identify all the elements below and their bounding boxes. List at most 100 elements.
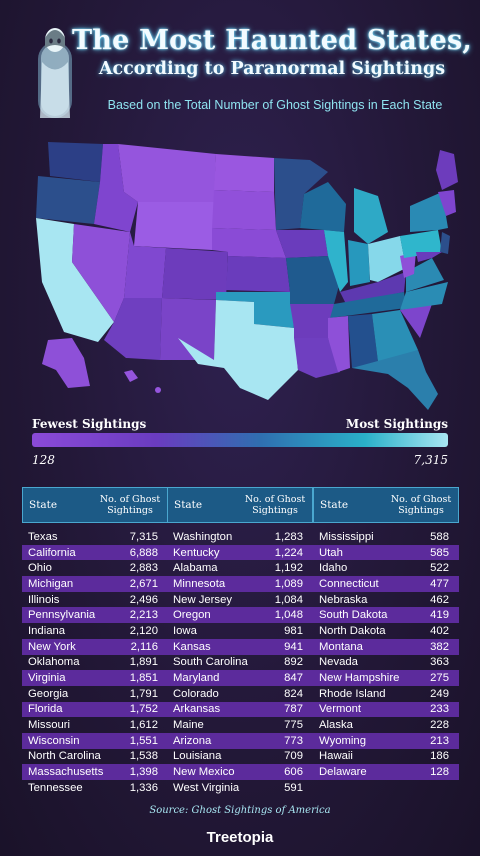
- sightings-value: 522: [430, 562, 449, 575]
- header-state: State: [320, 499, 349, 511]
- state-name: Connecticut: [319, 577, 379, 590]
- table-row: Georgia 1,791: [22, 686, 168, 702]
- state-mississippi: [328, 316, 350, 372]
- state-michigan: [354, 188, 388, 244]
- sightings-value: 249: [430, 687, 449, 700]
- state-name: Indiana: [28, 624, 66, 637]
- table-row: Montana 382: [313, 638, 459, 655]
- state-nebraska: [212, 228, 286, 258]
- table-row: Washington 1,283: [167, 529, 313, 545]
- sightings-value: 2,883: [129, 562, 158, 575]
- sightings-value: 787: [284, 703, 303, 716]
- state-name: Tennessee: [28, 781, 83, 794]
- page-subtitle: According to Paranormal Sightings: [98, 59, 446, 79]
- sightings-value: 419: [430, 609, 449, 622]
- table-row: Kansas 941: [167, 638, 313, 655]
- table-row: Texas 7,315: [22, 529, 168, 545]
- us-map: [36, 142, 458, 410]
- sightings-value: 1,551: [129, 734, 158, 747]
- table-row: Oregon 1,048: [167, 607, 313, 624]
- sightings-value: 363: [430, 656, 449, 669]
- sightings-value: 709: [284, 750, 303, 763]
- state-name: South Carolina: [173, 656, 248, 669]
- header-sightings: No. of Ghost Sightings: [390, 494, 452, 516]
- sightings-value: 585: [430, 546, 449, 559]
- state-name: Alabama: [173, 562, 218, 575]
- table-row: North Carolina 1,538: [22, 749, 168, 765]
- header-state: State: [29, 499, 58, 511]
- header-sightings: No. of Ghost Sightings: [99, 494, 161, 516]
- sightings-value: 1,851: [129, 672, 158, 685]
- state-name: Virginia: [28, 672, 66, 685]
- table-row: Mississippi 588: [313, 529, 459, 545]
- state-new-york: [410, 192, 448, 232]
- sightings-value: 2,116: [130, 640, 158, 653]
- sightings-value: 1,891: [129, 656, 158, 669]
- table-row: New Jersey 1,084: [167, 592, 313, 608]
- table-row: Tennessee 1,336: [22, 780, 168, 796]
- state-name: Illinois: [28, 593, 60, 606]
- state-hawaii-islands: [155, 387, 161, 393]
- table-row: Iowa 981: [167, 623, 313, 639]
- state-oklahoma: [216, 292, 294, 328]
- header-sightings-line1: No. of Ghost: [390, 494, 452, 505]
- table-row: Massachusetts 1,398: [22, 764, 168, 780]
- table-column-2: State No. of Ghost Sightings Washington 1…: [167, 487, 313, 796]
- header-sightings-line1: No. of Ghost: [99, 494, 161, 505]
- table-row: Wyoming 213: [313, 732, 459, 749]
- source-note: Source: Ghost Sightings of America: [149, 805, 331, 816]
- table-row: Indiana 2,120: [22, 623, 168, 639]
- state-pennsylvania: [400, 230, 442, 258]
- state-utah: [124, 232, 166, 298]
- sightings-value: 2,120: [129, 624, 158, 637]
- table-row: Illinois 2,496: [22, 592, 168, 608]
- state-name: New Jersey: [173, 593, 233, 606]
- sightings-value: 6,888: [129, 546, 158, 559]
- sightings-value: 824: [284, 687, 303, 700]
- state-name: West Virginia: [173, 781, 240, 794]
- state-name: Missouri: [28, 719, 71, 732]
- table-row: Oklahoma 1,891: [22, 655, 168, 671]
- table-row: South Dakota 419: [313, 607, 459, 624]
- table-row: Wisconsin 1,551: [22, 732, 168, 749]
- state-arkansas: [290, 304, 334, 338]
- table-row: Nevada 363: [313, 655, 459, 671]
- state-name: North Carolina: [28, 750, 101, 763]
- state-name: Michigan: [28, 577, 74, 590]
- table-row: Arizona 773: [167, 732, 313, 749]
- table-row: California 6,888: [22, 544, 168, 561]
- sightings-value: 591: [284, 781, 303, 794]
- sightings-value: 1,224: [274, 546, 303, 559]
- state-name: Oklahoma: [28, 656, 80, 669]
- state-name: Washington: [173, 530, 233, 543]
- sightings-value: 402: [430, 624, 449, 637]
- sightings-value: 1,192: [274, 562, 303, 575]
- sightings-value: 233: [430, 703, 449, 716]
- sightings-value: 275: [430, 672, 449, 685]
- sightings-value: 981: [284, 624, 303, 637]
- sightings-value: 2,496: [129, 593, 158, 606]
- state-georgia: [372, 310, 418, 364]
- state-ohio: [368, 236, 406, 282]
- state-tennessee: [330, 292, 406, 318]
- legend-min: 128: [32, 453, 55, 467]
- state-minnesota: [274, 158, 328, 230]
- state-missouri: [286, 256, 340, 304]
- state-maryland: [416, 252, 442, 262]
- state-north-carolina: [400, 282, 448, 310]
- table-row: Ohio 2,883: [22, 560, 168, 576]
- state-wisconsin: [300, 182, 346, 232]
- state-florida: [352, 350, 438, 410]
- sightings-value: 382: [430, 640, 449, 653]
- sightings-value: 847: [284, 672, 303, 685]
- table-header: State No. of Ghost Sightings: [313, 487, 459, 523]
- table-row: West Virginia 591: [167, 780, 313, 796]
- table-row: Alabama 1,192: [167, 560, 313, 576]
- table-row: South Carolina 892: [167, 655, 313, 671]
- state-name: Delaware: [319, 766, 367, 779]
- header-sightings: No. of Ghost Sightings: [244, 494, 306, 516]
- table-row: Louisiana 709: [167, 749, 313, 765]
- state-name: Maine: [173, 719, 204, 732]
- state-alaska: [42, 338, 90, 388]
- sightings-value: 1,084: [274, 593, 303, 606]
